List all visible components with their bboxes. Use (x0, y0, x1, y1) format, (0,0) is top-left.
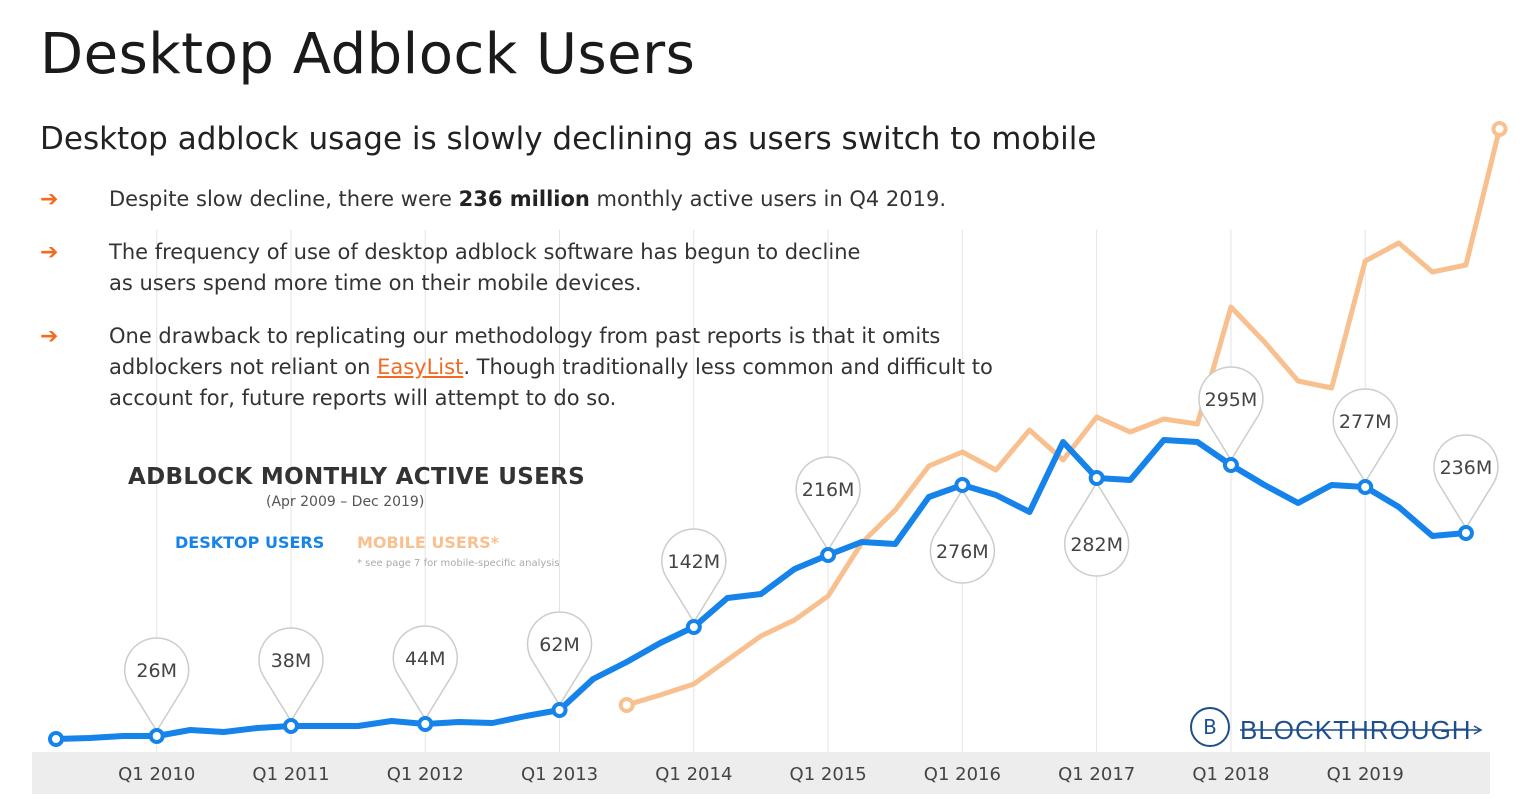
value-callout-bubble (526, 611, 593, 707)
arrow-right-icon: ➔ (40, 187, 59, 212)
value-label: 277M (1339, 411, 1392, 433)
mobile-endpoint (618, 697, 635, 713)
x-tick-label: Q1 2010 (118, 764, 195, 785)
bullet-text: monthly active users in Q4 2019. (589, 187, 947, 211)
chart-title: ADBLOCK MONTHLY ACTIVE USERS (128, 464, 585, 490)
value-callout-bubble (258, 627, 324, 723)
value-label: 44M (405, 648, 446, 670)
value-callout-bubble (1332, 388, 1398, 484)
value-label: 38M (271, 650, 312, 672)
logo-arrow-icon (1473, 725, 1483, 735)
value-label: 142M (667, 551, 720, 573)
legend-mobile: MOBILE USERS* (357, 533, 500, 552)
value-label: 276M (936, 541, 989, 563)
value-label: 216M (802, 479, 855, 501)
bullet-text: The frequency of use of desktop adblock … (109, 240, 861, 295)
mobile-endpoint (1491, 121, 1508, 137)
x-tick-label: Q1 2018 (1192, 764, 1269, 785)
bullet-item: ➔ One drawback to replicating our method… (40, 321, 1000, 414)
mobile-series-line (624, 126, 1503, 708)
arrow-right-icon: ➔ (40, 324, 59, 349)
x-tick-label: Q1 2016 (924, 764, 1001, 785)
desktop-point (148, 728, 165, 744)
x-tick-label: Q1 2017 (1058, 764, 1135, 785)
value-callout-bubble (124, 637, 190, 733)
desktop-point (1357, 479, 1374, 495)
x-axis-band (32, 752, 1490, 794)
logo-circle-icon (1190, 707, 1230, 747)
value-callout-bubble (392, 625, 458, 721)
page-subtitle: Desktop adblock usage is slowly declinin… (40, 121, 1097, 157)
easylist-link[interactable]: EasyList (377, 355, 464, 379)
value-callout-bubble (661, 528, 727, 624)
value-label: 295M (1205, 389, 1258, 411)
x-tick-label: Q1 2019 (1327, 764, 1404, 785)
bullet-item: ➔ Despite slow decline, there were 236 m… (40, 184, 1000, 215)
value-callout-bubble (1433, 434, 1499, 530)
value-label: 236M (1440, 457, 1493, 479)
blockthrough-logo: B BLOCKTHROUGH (1190, 707, 1483, 747)
bullet-text: Despite slow decline, there were (109, 187, 459, 211)
desktop-point (1222, 457, 1239, 473)
x-tick-label: Q1 2015 (790, 764, 867, 785)
value-callout-bubble (795, 456, 861, 552)
chart-header: ADBLOCK MONTHLY ACTIVE USERS (Apr 2009 –… (128, 464, 588, 510)
bullet-item: ➔ The frequency of use of desktop adbloc… (40, 237, 889, 299)
desktop-point (282, 718, 299, 734)
page-title: Desktop Adblock Users (40, 22, 696, 87)
x-tick-label: Q1 2013 (521, 764, 598, 785)
bullet-text: . Though traditionally less common and d… (109, 355, 993, 410)
bullet-text: One drawback to replicating our methodol… (109, 324, 941, 379)
value-callout-bubble (1198, 366, 1264, 462)
desktop-point (1457, 525, 1474, 541)
value-label: 62M (539, 634, 580, 656)
x-tick-label: Q1 2014 (655, 764, 732, 785)
value-callout-bubble (929, 488, 996, 584)
chart-date-range: (Apr 2009 – Dec 2019) (266, 494, 425, 510)
desktop-point (417, 716, 434, 732)
value-callout-bubble (1063, 481, 1130, 577)
x-tick-label: Q1 2011 (252, 764, 329, 785)
value-label: 26M (136, 660, 177, 682)
arrow-right-icon: ➔ (40, 240, 59, 265)
desktop-point (48, 731, 64, 747)
desktop-point (820, 547, 837, 563)
x-tick-label: Q1 2012 (387, 764, 464, 785)
desktop-point (551, 702, 568, 718)
desktop-point (685, 619, 702, 635)
legend-note: * see page 7 for mobile-specific analysi… (357, 558, 560, 569)
bullet-highlight: 236 million (458, 187, 590, 211)
desktop-point (1088, 470, 1105, 486)
bullet-list: ➔ Despite slow decline, there were 236 m… (40, 184, 1000, 414)
legend-desktop: DESKTOP USERS (175, 533, 325, 552)
logo-letter: B (1203, 715, 1217, 739)
desktop-point (954, 477, 971, 493)
value-label: 282M (1070, 534, 1123, 556)
